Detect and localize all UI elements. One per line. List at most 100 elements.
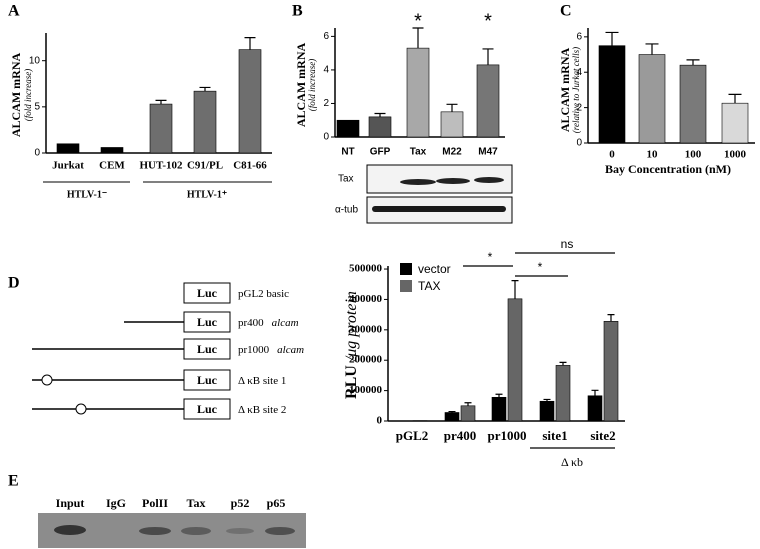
error-bar	[244, 37, 256, 50]
bar	[638, 54, 666, 144]
y-tick-label: 6	[576, 31, 582, 42]
lane-label: p65	[267, 496, 286, 510]
luc-box	[183, 311, 231, 333]
legend-swatch	[400, 280, 412, 292]
band	[265, 527, 295, 535]
luc-label: Luc	[197, 402, 218, 416]
bar	[149, 103, 173, 154]
band	[226, 528, 254, 534]
luc-label: Luc	[197, 373, 218, 387]
bar	[603, 321, 619, 422]
blot-b	[366, 164, 513, 224]
y-tick-label: 10	[29, 55, 41, 66]
y-tick-label: 0	[34, 148, 40, 159]
x-tick-label: site1	[542, 428, 567, 443]
diagram-d	[32, 321, 184, 415]
x-tick-label: Jurkat	[52, 160, 84, 172]
y-axis-label: ALCAM mRNA	[294, 43, 308, 128]
bar	[193, 90, 217, 154]
y-axis-label-main: RLU	[343, 365, 360, 399]
lane-label: PolII	[142, 496, 168, 510]
bar	[491, 396, 507, 422]
x-tick-label: C81-66	[233, 160, 267, 172]
x-tick-label: M47	[478, 147, 498, 158]
bar	[238, 49, 262, 154]
group-label: HTLV-1⁻	[67, 189, 107, 200]
construct-name: pr1000	[238, 344, 270, 356]
band	[474, 177, 504, 183]
x-tick-label: pr1000	[488, 428, 527, 443]
band	[400, 179, 436, 185]
bar	[721, 102, 749, 144]
bar	[555, 365, 571, 422]
y-axis-note: (fold increase)	[307, 59, 317, 111]
y-tick-label: 400000	[349, 293, 383, 305]
x-tick-label: CEM	[99, 160, 125, 172]
error-bar	[686, 59, 700, 66]
x-tick-label: NT	[341, 147, 354, 158]
x-tick-label: 10	[647, 149, 659, 161]
bar	[679, 64, 707, 144]
y-tick-label: 4	[576, 67, 582, 78]
error-bar	[374, 112, 386, 117]
bar	[476, 64, 500, 138]
y-tick-label: 2	[323, 98, 329, 109]
mutation-site	[75, 403, 87, 415]
panel-label: B	[292, 3, 303, 20]
mutation-site	[41, 374, 53, 386]
bar	[507, 298, 523, 422]
error-bar	[607, 314, 615, 322]
error-bar	[728, 93, 742, 104]
construct-name: pr400	[238, 317, 264, 329]
error-bar	[645, 43, 659, 55]
x-tick-label: pr400	[444, 428, 477, 443]
error-bar	[482, 48, 494, 65]
construct-label: pGL2 basic	[238, 288, 289, 300]
y-tick-label: 200000	[349, 354, 383, 366]
band	[54, 525, 86, 535]
bar	[406, 47, 430, 138]
bar	[56, 143, 80, 154]
x-tick-label: 0	[609, 149, 615, 161]
construct-gene: alcam	[272, 317, 299, 329]
band	[372, 206, 506, 212]
lane-label: Input	[56, 496, 85, 510]
panel-label: E	[8, 473, 19, 490]
y-tick-label: 0	[576, 138, 582, 149]
error-bar	[591, 389, 599, 396]
y-axis-note: (relative to Jurkat cells)	[571, 47, 581, 133]
y-axis-note: (fold increase)	[23, 69, 33, 121]
x-tick-label: C91/PL	[187, 160, 223, 172]
construct-label: Δ κB site 1	[238, 375, 286, 387]
y-axis-label: ALCAM mRNA	[9, 53, 23, 138]
error-bar	[155, 99, 167, 105]
y-tick-label: 300000	[349, 323, 383, 335]
x-axis-label: Bay Concentration (nM)	[605, 162, 731, 176]
legend-swatch	[400, 263, 412, 275]
band	[181, 527, 211, 535]
luc-label: Luc	[197, 286, 218, 300]
y-tick-label: 0	[323, 132, 329, 143]
y-axis-label-note: /μg protein	[343, 291, 360, 362]
significance: *	[538, 260, 543, 274]
x-tick-label: pGL2	[396, 428, 429, 443]
group-label: Δ κb	[561, 455, 583, 469]
panel-label: D	[8, 275, 20, 292]
bar	[460, 405, 476, 422]
lane-label: p52	[231, 496, 250, 510]
error-bar	[199, 86, 211, 92]
error-bar	[464, 402, 472, 406]
significance: *	[484, 10, 492, 32]
y-axis-label: RLU/μg protein	[343, 291, 360, 399]
construct-label: Δ κB site 2	[238, 404, 286, 416]
y-tick-label: 2	[576, 102, 582, 113]
bar	[336, 119, 360, 138]
significance: ns	[561, 237, 574, 251]
y-tick-label: 5	[34, 101, 40, 112]
error-bar	[412, 27, 424, 49]
y-tick-label: 6	[323, 31, 329, 42]
panel-label: C	[560, 3, 572, 20]
y-tick-label: 100000	[349, 384, 383, 396]
significance: *	[488, 250, 493, 264]
group-label: HTLV-1⁺	[187, 189, 227, 200]
